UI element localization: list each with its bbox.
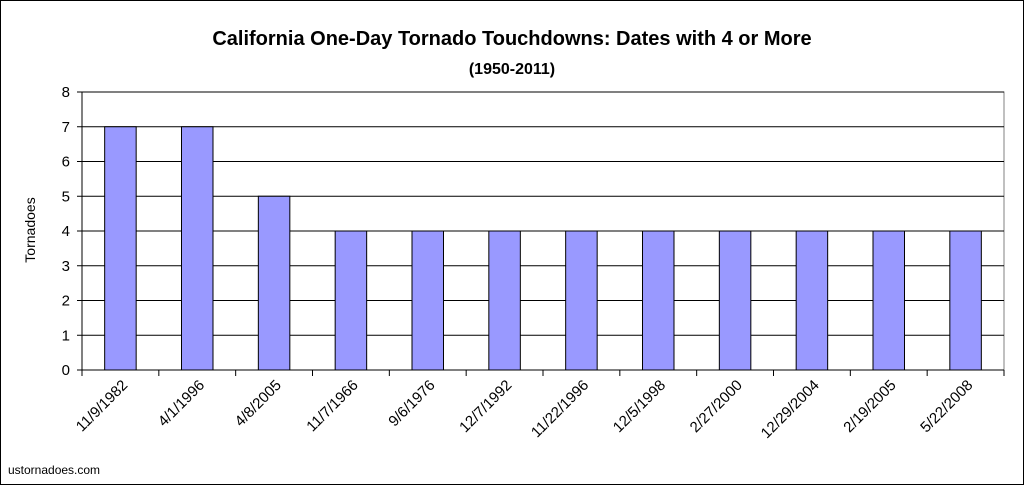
bar [104,126,137,371]
bar [257,195,291,371]
x-tick-label: 4/8/2005 [232,377,285,430]
bar [641,230,675,371]
y-tick-label: 6 [62,154,70,171]
bar [872,230,906,371]
bar [411,230,445,371]
x-tick-label: 12/7/1992 [456,377,515,436]
x-tick-label: 12/29/2004 [758,377,823,442]
y-tick-label: 1 [62,327,70,344]
x-tick-label: 4/1/1996 [155,377,208,430]
y-tick-label: 0 [62,362,70,379]
x-tick-label: 11/22/1996 [528,377,592,441]
y-tick-label: 3 [62,258,70,275]
source-credit: ustornadoes.com [8,463,100,477]
x-tick-label: 12/5/1998 [610,377,669,436]
x-tick-label: 9/6/1976 [385,377,438,430]
bar [795,230,829,371]
x-tick-label: 5/22/2008 [917,377,976,436]
y-axis-title: Tornadoes [22,197,38,262]
y-tick-label: 5 [62,188,70,205]
x-tick-label: 2/27/2000 [687,377,746,436]
y-tick-label: 7 [62,119,70,136]
plot-area: 0 1 2 3 4 5 6 7 8 11/9/1982 4/1/1996 4/8/2005 11/7/1… [62,84,1005,442]
x-tick-label: 11/9/1982 [73,377,131,435]
bar [180,126,214,371]
bar [718,230,752,371]
x-tick-label: 2/19/2005 [840,377,899,436]
bar [949,230,982,371]
chart-title: California One-Day Tornado Touchdowns: D… [212,28,811,50]
bar [565,230,598,371]
chart-subtitle: (1950-2011) [469,61,555,78]
y-tick-label: 2 [62,293,70,310]
x-tick-label: 11/7/1966 [303,377,361,435]
y-tick-label: 4 [62,223,70,240]
bar [488,230,521,371]
y-tick-label: 8 [62,84,70,101]
bar [334,230,368,371]
